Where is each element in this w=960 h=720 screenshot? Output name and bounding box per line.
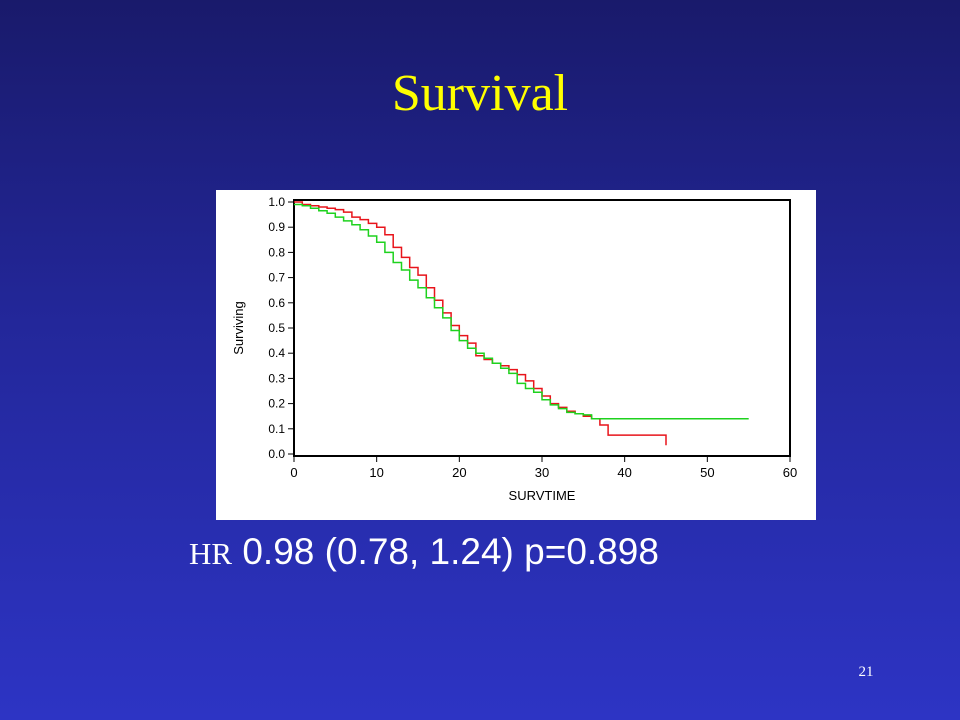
y-axis-label: Surviving xyxy=(231,301,246,354)
slide-title: Survival xyxy=(391,65,569,122)
plot-frame xyxy=(293,199,791,457)
survival-curve-series-2 xyxy=(294,203,749,420)
x-tick-label: 10 xyxy=(369,465,383,480)
hazard-ratio-stats: 0.98 (0.78, 1.24) p=0.898 xyxy=(242,531,659,572)
y-tick-label: 0.1 xyxy=(268,422,285,436)
x-tick-label: 50 xyxy=(700,465,714,480)
x-axis: 0 10 20 30 40 50 60 xyxy=(290,456,797,480)
y-tick-label: 0.3 xyxy=(268,371,285,385)
hazard-ratio-label: HR xyxy=(189,536,233,571)
y-tick-label: 0.0 xyxy=(268,447,285,461)
y-tick-label: 0.9 xyxy=(268,220,285,234)
x-tick-label: 20 xyxy=(452,465,466,480)
y-tick-label: 0.6 xyxy=(268,296,285,310)
y-tick-label: 0.4 xyxy=(268,346,285,360)
y-tick-label: 0.8 xyxy=(268,245,285,259)
survival-curve-series-1 xyxy=(294,201,667,446)
y-tick-label: 0.7 xyxy=(268,271,285,285)
x-axis-label: SURVTIME xyxy=(509,488,576,503)
slide-number: 21 xyxy=(858,664,874,680)
x-tick-label: 60 xyxy=(783,465,797,480)
x-tick-label: 30 xyxy=(535,465,549,480)
x-tick-label: 40 xyxy=(617,465,631,480)
hazard-ratio-text: HR 0.98 (0.78, 1.24) p=0.898 xyxy=(189,528,659,578)
y-tick-label: 1.0 xyxy=(268,195,285,209)
y-axis: 0.0 0.1 0.2 0.3 0.4 0.5 0.6 0.7 0.8 0.9 1.0 xyxy=(268,195,294,461)
y-tick-label: 0.2 xyxy=(268,397,285,411)
survival-chart: 0.0 0.1 0.2 0.3 0.4 0.5 0.6 0.7 0.8 0.9 1.0 0 10 20 3… xyxy=(216,190,816,520)
y-tick-label: 0.5 xyxy=(268,321,285,335)
series-layer xyxy=(294,201,749,446)
survival-chart-svg: 0.0 0.1 0.2 0.3 0.4 0.5 0.6 0.7 0.8 0.9 1.0 0 10 20 3… xyxy=(231,195,797,503)
x-tick-label: 0 xyxy=(290,465,297,480)
